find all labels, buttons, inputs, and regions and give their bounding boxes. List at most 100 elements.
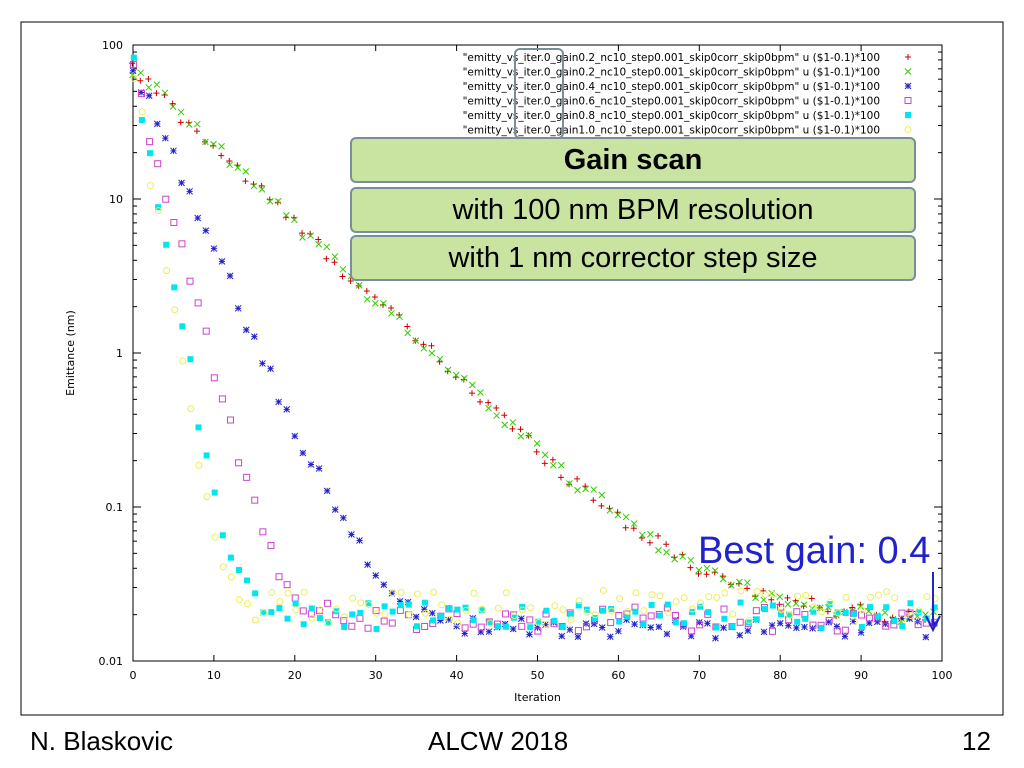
data-point (615, 612, 623, 620)
callout-bpm-resolution: with 100 nm BPM resolution (350, 187, 916, 233)
data-point (331, 253, 339, 260)
data-point (541, 451, 549, 459)
legend-marker (904, 126, 912, 133)
data-point (849, 604, 856, 611)
data-point (187, 405, 195, 413)
data-point (656, 592, 664, 600)
data-point (421, 609, 429, 617)
data-point (729, 610, 737, 618)
data-point (477, 623, 485, 631)
data-point (420, 605, 428, 613)
data-point (404, 323, 411, 330)
data-point (517, 615, 525, 622)
data-point (284, 615, 291, 622)
data-point (648, 591, 656, 599)
data-point (381, 610, 389, 618)
data-point (769, 591, 777, 599)
data-point (324, 599, 332, 607)
data-point (381, 603, 388, 610)
data-point (146, 150, 153, 157)
data-point (291, 594, 299, 602)
data-point (219, 532, 226, 539)
data-point (388, 309, 395, 317)
data-point (211, 489, 218, 496)
data-point (873, 618, 881, 626)
data-point (413, 590, 421, 598)
data-point (242, 178, 249, 185)
data-point (632, 589, 640, 597)
data-point (541, 460, 548, 467)
data-point (323, 487, 331, 495)
x-tick-label: 100 (932, 669, 953, 682)
data-point (866, 614, 874, 622)
data-point (291, 432, 299, 440)
data-point (549, 461, 557, 469)
data-point (422, 599, 429, 606)
data-point (177, 108, 185, 116)
data-point (721, 615, 728, 622)
data-point (842, 610, 849, 617)
data-point (752, 594, 759, 602)
data-point (470, 589, 478, 597)
data-point (493, 412, 500, 419)
data-point (883, 588, 891, 596)
data-point (355, 282, 363, 289)
data-point (898, 615, 905, 622)
data-point (616, 595, 624, 603)
data-point (881, 609, 889, 616)
data-point (203, 493, 211, 501)
data-point (850, 610, 857, 617)
data-point (162, 195, 170, 203)
data-point (315, 240, 323, 248)
data-point (137, 90, 145, 98)
data-point (664, 609, 672, 617)
data-point (153, 90, 160, 97)
data-point (574, 633, 582, 641)
data-point (299, 449, 307, 457)
data-point (186, 187, 193, 195)
data-point (800, 601, 808, 609)
data-point (276, 598, 284, 606)
data-point (380, 617, 388, 625)
data-point (397, 602, 404, 609)
data-point (655, 623, 663, 631)
data-point (703, 564, 711, 572)
data-point (622, 513, 630, 521)
data-point (468, 390, 475, 397)
data-point (331, 259, 338, 266)
data-point (794, 618, 801, 625)
data-point (793, 608, 801, 616)
data-point (388, 589, 396, 597)
data-point (187, 356, 194, 363)
data-point (193, 120, 201, 128)
data-point (163, 267, 171, 275)
legend-marker (904, 97, 912, 104)
data-point (365, 600, 372, 607)
legend-entry-label: "emitty_vs_iter.0_gain0.2_nc10_step0.001… (463, 67, 880, 79)
data-point (218, 143, 225, 150)
x-tick-label: 10 (207, 669, 221, 682)
data-point (242, 168, 250, 175)
data-point (802, 591, 810, 599)
callout-gain-scan: Gain scan (350, 137, 916, 183)
data-point (695, 566, 703, 574)
data-point (389, 589, 397, 597)
data-point (607, 619, 615, 627)
data-point (210, 245, 218, 252)
data-point (525, 431, 533, 439)
data-point (582, 623, 590, 631)
data-point (397, 588, 405, 596)
data-point (195, 424, 202, 431)
data-point (193, 128, 200, 135)
data-point (388, 619, 396, 627)
data-point (907, 612, 915, 620)
data-point (340, 617, 348, 625)
data-point (259, 360, 266, 367)
data-point (130, 75, 138, 83)
data-point (210, 374, 218, 382)
data-point (705, 609, 712, 616)
data-point (559, 606, 567, 614)
data-point (365, 601, 373, 609)
data-point (258, 186, 266, 193)
